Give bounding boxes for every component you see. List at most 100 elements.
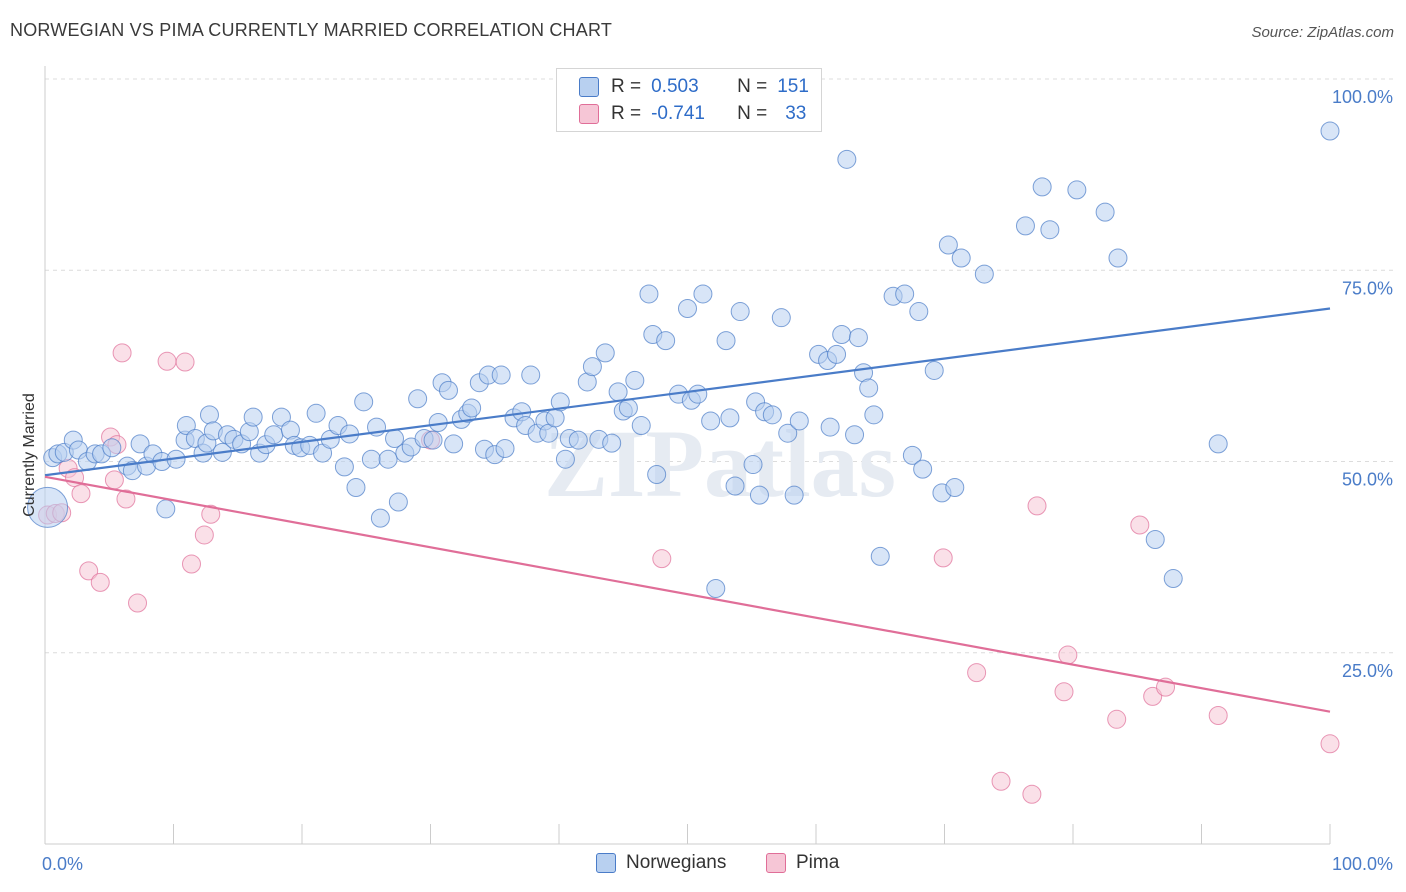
norwegian-point [264, 425, 284, 445]
norwegian-point [625, 370, 645, 390]
norwegian-point [602, 433, 622, 453]
norwegian-point [789, 411, 809, 431]
x-tick-label: 100.0% [1332, 854, 1393, 874]
norwegian-point [176, 416, 196, 436]
pima-point [116, 489, 136, 509]
norwegian-point [334, 457, 354, 477]
norwegian-point [388, 492, 408, 512]
norwegians-legend-swatch [596, 853, 616, 873]
norwegian-point [688, 384, 708, 404]
norwegian-point [820, 417, 840, 437]
norwegian-point [370, 508, 390, 528]
norwegian-point [1067, 180, 1087, 200]
pima-legend-swatch [766, 853, 786, 873]
norwegian-point [1095, 202, 1115, 222]
norwegian-point [423, 430, 443, 450]
norwegian-point [568, 430, 588, 450]
pima-point [933, 548, 953, 568]
norwegian-point [730, 302, 750, 322]
norwegian-point [1320, 121, 1340, 141]
chart-title: NORWEGIAN VS PIMA CURRENTLY MARRIED CORR… [10, 20, 613, 40]
norwegian-point [1208, 434, 1228, 454]
norwegian-point [27, 486, 69, 528]
norwegian-point [462, 398, 482, 418]
norwegian-point [749, 485, 769, 505]
norwegians-legend-label: Norwegians [626, 852, 727, 873]
norwegian-point [693, 284, 713, 304]
norwegian-point [913, 459, 933, 479]
n-label: N = [737, 103, 768, 124]
r-label: R = [611, 76, 642, 97]
pima-legend-label: Pima [796, 852, 840, 873]
n-value: 151 [777, 76, 809, 97]
legend-item-pima: Pima [766, 852, 839, 874]
norwegian-point [130, 434, 150, 454]
norwegian-point [346, 478, 366, 498]
y-tick-label: 50.0% [1342, 470, 1393, 490]
norwegian-point [716, 331, 736, 351]
norwegian-point [909, 302, 929, 322]
norwegian-point [1040, 220, 1060, 240]
norwegian-point [743, 455, 763, 475]
norwegians-swatch [579, 77, 599, 97]
norwegian-point [895, 284, 915, 304]
norwegian-point [545, 408, 565, 428]
y-tick-label: 75.0% [1342, 278, 1393, 298]
trend-lines [44, 307, 1331, 713]
pima-point [1208, 705, 1228, 725]
norwegian-point [938, 235, 958, 255]
norwegian-point [271, 407, 291, 427]
legend-item-norwegians: Norwegians [596, 852, 726, 874]
norwegian-point [491, 365, 511, 385]
norwegian-point [647, 465, 667, 485]
norwegian-point [725, 476, 745, 496]
y-axis-label: Currently Married [21, 393, 38, 517]
y-tick-label: 25.0% [1342, 661, 1393, 681]
n-label: N = [737, 76, 768, 97]
pima-point [104, 470, 124, 490]
pima-point [1130, 515, 1150, 535]
norwegian-point [924, 360, 944, 380]
pima-points [38, 343, 1340, 804]
norwegian-point [354, 392, 374, 412]
norwegian-point [608, 382, 628, 402]
n-value: 33 [785, 103, 807, 124]
norwegian-point [859, 378, 879, 398]
norwegian-point [243, 407, 263, 427]
norwegian-point [656, 331, 676, 351]
norwegian-point [306, 403, 326, 423]
norwegian-point [827, 344, 847, 364]
pima-swatch [579, 104, 599, 124]
norwegian-point [1145, 530, 1165, 550]
pima-point [90, 572, 110, 592]
norwegian-point [639, 284, 659, 304]
y-tick-label: 100.0% [1332, 87, 1393, 107]
norwegian-point [361, 449, 381, 469]
pima-point [1027, 496, 1047, 516]
pima-point [112, 343, 132, 363]
pima-point [1107, 709, 1127, 729]
norwegian-point [864, 405, 884, 425]
watermark: ZIPatlas [544, 410, 896, 517]
norwegian-point [701, 411, 721, 431]
pima-point [194, 525, 214, 545]
x-tick-label: 0.0% [42, 854, 83, 874]
norwegian-point [378, 449, 398, 469]
pima-point [1022, 784, 1042, 804]
norwegian-point [832, 325, 852, 345]
pima-point [157, 351, 177, 371]
gridlines [45, 78, 1395, 654]
norwegian-point [521, 365, 541, 385]
r-label: R = [611, 103, 642, 124]
norwegian-point [555, 449, 575, 469]
norwegian-point [199, 405, 219, 425]
pima-point [1054, 682, 1074, 702]
norwegian-point [771, 308, 791, 328]
norwegian-point [762, 405, 782, 425]
pima-point [79, 561, 99, 581]
pima-point [967, 663, 987, 683]
correlation-legend: R = 0.503 N = 151 R = -0.741 N = 33 [556, 68, 822, 132]
tick-labels: 100.0% 75.0% 50.0% 25.0% 0.0% 100.0% [42, 87, 1393, 874]
norwegian-point [102, 438, 122, 458]
